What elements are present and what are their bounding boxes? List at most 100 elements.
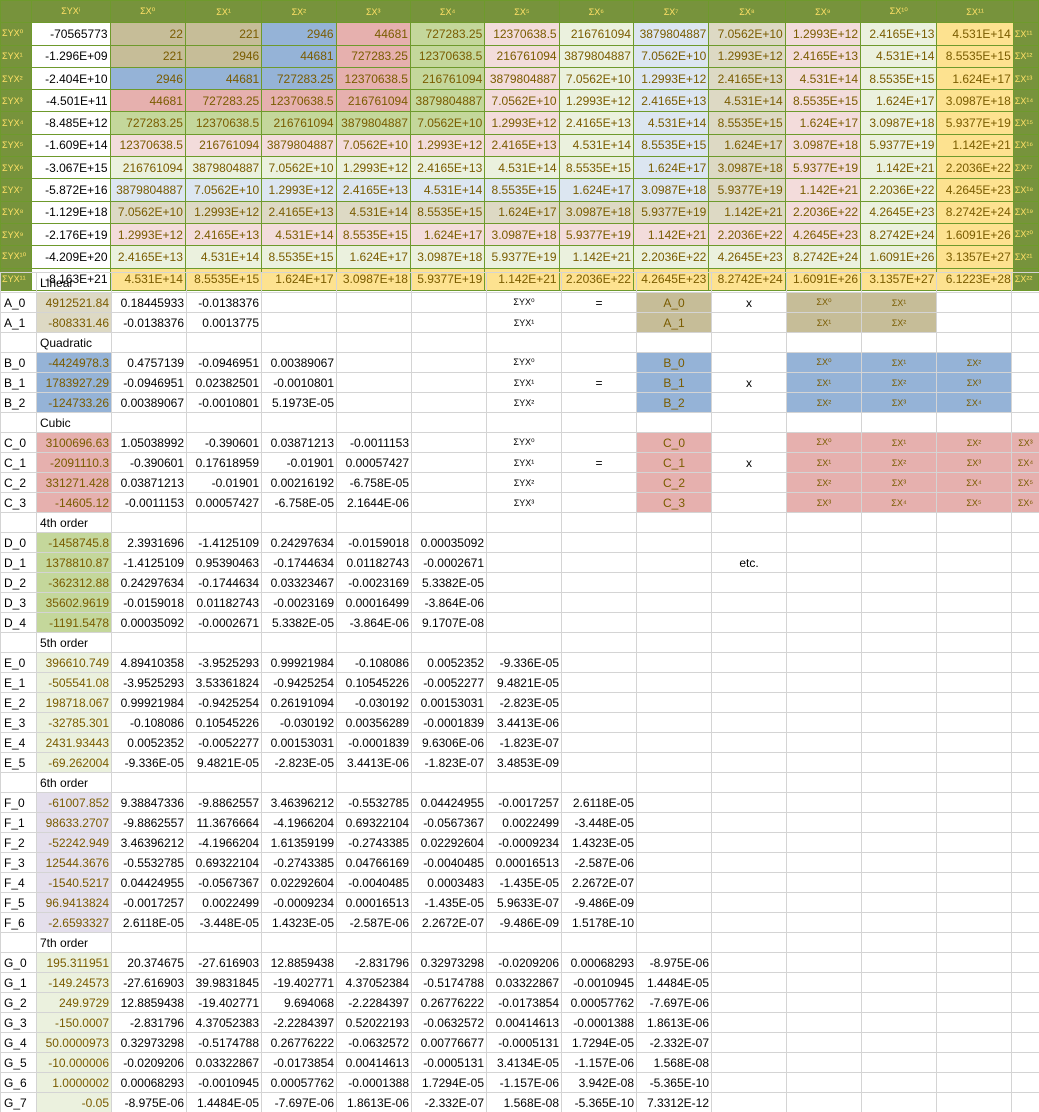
inverse-matrix-cell[interactable]: -0.0159018 xyxy=(336,532,412,553)
inverse-matrix-cell[interactable]: -0.0010801 xyxy=(186,392,262,413)
empty-cell[interactable] xyxy=(861,672,937,693)
empty-cell[interactable] xyxy=(936,692,1012,713)
sum-cell[interactable]: 3879804887 xyxy=(184,156,263,180)
empty-cell[interactable] xyxy=(336,312,412,333)
empty-cell[interactable] xyxy=(411,412,487,433)
inverse-matrix-cell[interactable]: -0.0005131 xyxy=(486,1032,562,1053)
coefficient-value[interactable]: -2091110.3 xyxy=(36,452,112,473)
coefficient-value[interactable]: -150.0007 xyxy=(36,1012,112,1033)
empty-cell[interactable] xyxy=(711,1052,787,1073)
coefficient-name[interactable]: F_2 xyxy=(0,832,37,853)
inverse-matrix-cell[interactable]: 2.6118E-05 xyxy=(561,792,637,813)
inverse-matrix-cell[interactable]: -3.864E-06 xyxy=(411,592,487,613)
inverse-matrix-cell[interactable]: -6.758E-05 xyxy=(336,472,412,493)
inverse-matrix-cell[interactable]: -27.616903 xyxy=(111,972,187,993)
inverse-matrix-cell[interactable]: 0.00216192 xyxy=(261,472,337,493)
column-header[interactable]: ΣX⁰ xyxy=(109,0,186,24)
empty-cell[interactable] xyxy=(711,792,787,813)
sum-cell[interactable]: 3879804887 xyxy=(632,22,710,46)
inverse-matrix-cell[interactable]: 0.02292604 xyxy=(411,832,487,853)
empty-cell[interactable] xyxy=(861,912,937,933)
empty-cell[interactable] xyxy=(936,872,1012,893)
inverse-matrix-cell[interactable]: -1.157E-06 xyxy=(561,1052,637,1073)
sum-x-symbol[interactable]: ΣX² xyxy=(936,352,1012,373)
sum-cell[interactable]: 12370638.5 xyxy=(184,111,263,135)
sum-cell[interactable]: 2946 xyxy=(184,44,263,68)
sum-yx-label[interactable]: ΣYX⁰ xyxy=(486,292,562,313)
empty-cell[interactable] xyxy=(711,692,787,713)
coefficient-value[interactable]: -124733.26 xyxy=(36,392,112,413)
empty-cell[interactable] xyxy=(411,372,487,393)
sum-cell[interactable]: 3.0987E+18 xyxy=(860,111,938,135)
inverse-matrix-cell[interactable]: -1.823E-07 xyxy=(486,732,562,753)
sum-cell[interactable]: -4.209E+20 xyxy=(31,245,111,269)
sum-x-symbol[interactable]: ΣX³ xyxy=(936,372,1012,393)
empty-cell[interactable] xyxy=(336,332,412,353)
inverse-matrix-cell[interactable]: 0.18445933 xyxy=(111,292,187,313)
empty-cell[interactable] xyxy=(711,612,787,633)
empty-cell[interactable] xyxy=(711,832,787,853)
inverse-matrix-cell[interactable]: -0.01901 xyxy=(261,452,337,473)
sum-cell[interactable]: 221 xyxy=(109,44,186,68)
inverse-matrix-cell[interactable]: 0.01182743 xyxy=(186,592,262,613)
sum-cell[interactable]: 4.531E+14 xyxy=(409,178,486,202)
empty-cell[interactable] xyxy=(1011,892,1039,913)
inverse-matrix-cell[interactable]: -0.0002671 xyxy=(411,552,487,573)
empty-cell[interactable] xyxy=(261,332,337,353)
sum-cell[interactable]: 2.4165E+13 xyxy=(184,222,263,247)
sum-cell[interactable]: 2.4165E+13 xyxy=(632,89,710,113)
empty-cell[interactable] xyxy=(1011,752,1039,773)
coefficient-value[interactable]: 98633.2707 xyxy=(36,812,112,833)
coefficient-name[interactable]: G_0 xyxy=(0,952,37,973)
inverse-matrix-cell[interactable]: 0.00356289 xyxy=(336,712,412,733)
sum-cell[interactable]: 12370638.5 xyxy=(109,133,186,158)
empty-cell[interactable] xyxy=(861,592,937,613)
coefficient-value[interactable]: 396610.749 xyxy=(36,652,112,673)
empty-cell[interactable] xyxy=(561,332,637,353)
coefficient-value[interactable]: 249.9729 xyxy=(36,992,112,1013)
inverse-matrix-cell[interactable]: 0.10545226 xyxy=(336,672,412,693)
coefficient-value[interactable]: 1378810.87 xyxy=(36,552,112,573)
empty-cell[interactable] xyxy=(786,1052,862,1073)
coefficient-value[interactable]: -505541.08 xyxy=(36,672,112,693)
sum-cell[interactable]: 1.142E+21 xyxy=(784,178,862,202)
inverse-matrix-cell[interactable]: 9.6306E-06 xyxy=(411,732,487,753)
sum-cell[interactable]: 2946 xyxy=(261,22,337,46)
empty-cell[interactable] xyxy=(561,272,637,293)
empty-cell[interactable] xyxy=(561,312,637,333)
coefficient-name[interactable]: F_0 xyxy=(0,792,37,813)
empty-cell[interactable] xyxy=(486,332,562,353)
empty-cell[interactable] xyxy=(336,512,412,533)
inverse-matrix-cell[interactable]: 0.00016513 xyxy=(486,852,562,873)
empty-cell[interactable] xyxy=(0,772,37,793)
empty-cell[interactable] xyxy=(861,552,937,573)
empty-cell[interactable] xyxy=(411,772,487,793)
empty-cell[interactable] xyxy=(861,972,937,993)
sum-cell[interactable]: 7.0562E+10 xyxy=(558,66,634,91)
inverse-matrix-cell[interactable]: 2.2672E-07 xyxy=(411,912,487,933)
inverse-matrix-cell[interactable]: -2.2284397 xyxy=(336,992,412,1013)
sum-cell[interactable]: 1.2993E+12 xyxy=(109,222,186,247)
empty-cell[interactable] xyxy=(186,272,262,293)
coefficient-name[interactable]: G_5 xyxy=(0,1052,37,1073)
empty-cell[interactable] xyxy=(636,812,712,833)
empty-cell[interactable] xyxy=(636,732,712,753)
empty-cell[interactable] xyxy=(711,432,787,453)
coefficient-value[interactable]: -2.6593327 xyxy=(36,912,112,933)
inverse-matrix-cell[interactable]: -8.975E-06 xyxy=(111,1092,187,1112)
empty-cell[interactable] xyxy=(936,792,1012,813)
inverse-matrix-cell[interactable]: 9.1707E-08 xyxy=(411,612,487,633)
inverse-matrix-cell[interactable]: -0.9425254 xyxy=(261,672,337,693)
sum-cell[interactable]: 44681 xyxy=(335,22,411,46)
inverse-matrix-cell[interactable]: 1.5178E-10 xyxy=(561,912,637,933)
empty-cell[interactable] xyxy=(1011,372,1039,393)
inverse-matrix-cell[interactable]: -0.0005131 xyxy=(411,1052,487,1073)
inverse-matrix-cell[interactable]: -0.0632572 xyxy=(336,1032,412,1053)
empty-cell[interactable] xyxy=(561,512,637,533)
empty-cell[interactable] xyxy=(561,572,637,593)
empty-cell[interactable] xyxy=(636,572,712,593)
sum-cell[interactable]: 4.531E+14 xyxy=(558,133,634,158)
empty-cell[interactable] xyxy=(786,672,862,693)
empty-cell[interactable] xyxy=(711,872,787,893)
empty-cell[interactable] xyxy=(336,772,412,793)
